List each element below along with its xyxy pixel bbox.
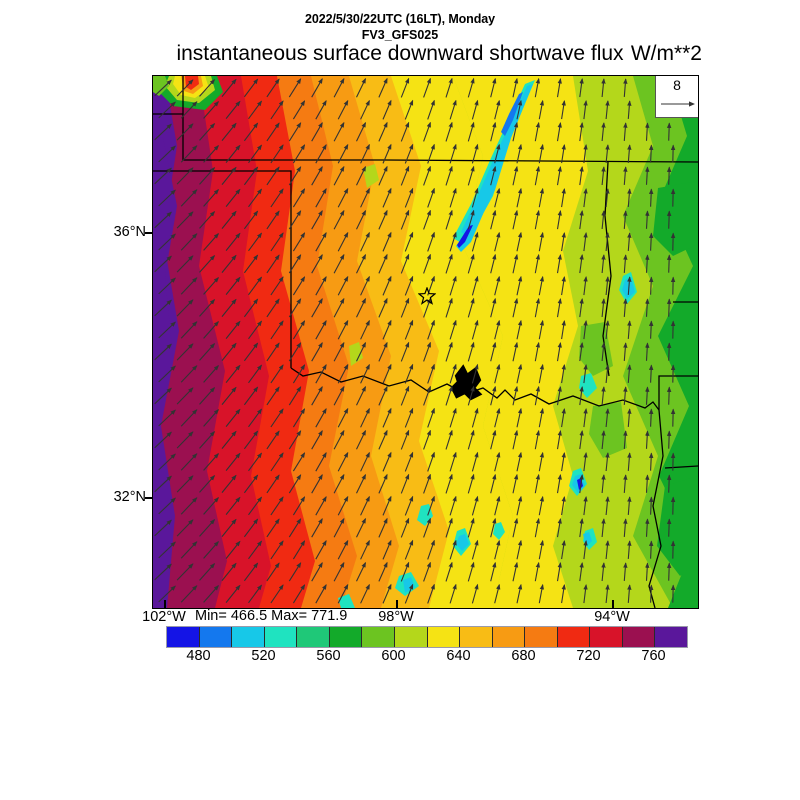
colorbar-swatch [232,627,265,647]
colorbar[interactable] [166,626,688,648]
colorbar-tick-labels: 480 520 560 600 640 680 720 760 [166,648,686,666]
map-canvas: 8 [153,76,698,608]
colorbar-tick-label: 680 [511,648,536,664]
colorbar-swatch [460,627,493,647]
reference-vector-arrow-icon [661,101,695,107]
x-axis-tick-98w: 98°W [378,609,414,625]
colorbar-swatch [297,627,330,647]
vector-key-value: 8 [673,77,681,93]
x-tick-mark-98w [396,600,398,608]
colorbar-swatch [199,627,233,647]
colorbar-swatch [264,627,298,647]
model-name-title: FV3_GFS025 [361,28,439,42]
colorbar-swatch [655,627,687,647]
y-tick-mark-36n [145,232,153,234]
colorbar-swatch [590,627,623,647]
x-tick-mark-102w [164,600,166,608]
colorbar-swatch [167,627,200,647]
colorbar-swatch [622,627,656,647]
y-axis-tick-32n: 32°N [113,489,146,505]
colorbar-tick-label: 760 [641,648,666,664]
x-axis-tick-94w: 94°W [594,609,630,625]
colorbar-tick-label: 560 [316,648,341,664]
colorbar-tick-label: 520 [251,648,276,664]
timestamp-title: 2022/5/30/22UTC (16LT), Monday [305,12,495,26]
site-star-marker [418,287,436,305]
colorbar-swatch [329,627,363,647]
y-axis-tick-36n: 36°N [113,224,146,240]
colorbar-swatch [362,627,395,647]
min-max-stats: Min= 466.5 Max= 771.9 [195,608,348,624]
y-tick-mark-32n [145,497,153,499]
colorbar-swatch [557,627,591,647]
colorbar-swatch [394,627,428,647]
colorbar-swatch [427,627,461,647]
x-axis-tick-102w: 102°W [142,609,186,625]
units-title: W/m**2 [630,42,702,65]
vector-key-box: 8 [655,76,698,118]
colorbar-swatch [525,627,558,647]
colorbar-tick-label: 480 [186,648,211,664]
shortwave-flux-field [153,76,698,608]
colorbar-tick-label: 640 [446,648,471,664]
colorbar-tick-label: 720 [576,648,601,664]
x-tick-mark-94w [612,600,614,608]
colorbar-tick-label: 600 [381,648,406,664]
colorbar-swatch [492,627,526,647]
page-title: instantaneous surface downward shortwave… [176,42,624,65]
map-plot-panel[interactable]: 8 [152,75,699,609]
